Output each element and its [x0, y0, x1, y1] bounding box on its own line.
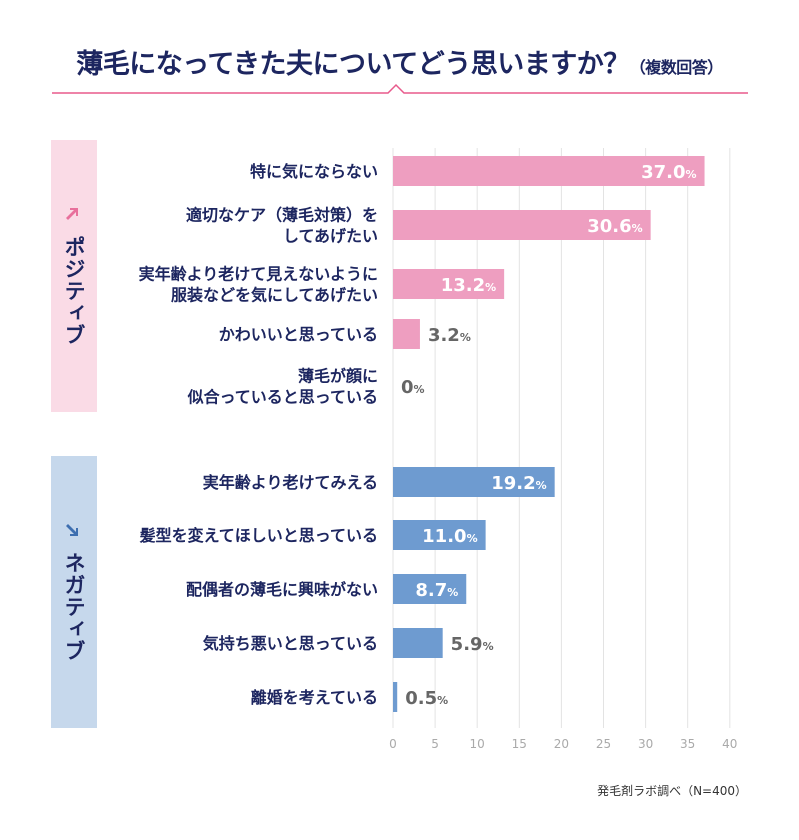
bar-1-0 [393, 467, 555, 497]
category-label: 配偶者の薄毛に興味がない [186, 580, 378, 599]
source-note: 発毛剤ラボ調べ（N=400） [597, 784, 747, 798]
group-label-0: ポジティブ [62, 235, 86, 346]
value-label: 19.2% [491, 473, 546, 494]
bar-1-1 [393, 520, 486, 550]
value-label: 11.0% [422, 526, 477, 547]
chart-title-main: 薄毛になってきた夫についてどう思いますか？ [76, 49, 630, 80]
down-right-arrow-icon-shape [66, 524, 78, 536]
x-tick-label: 25 [596, 737, 611, 751]
category-label: 髪型を変えてほしいと思っている [139, 526, 378, 545]
group-label-1: ネガティブ [62, 552, 86, 662]
value-label: 30.6% [587, 216, 642, 237]
bar-1-3 [393, 628, 443, 658]
down-right-arrow-icon [66, 524, 78, 536]
bar-0-2 [393, 269, 505, 299]
value-label: 3.2% [428, 325, 471, 346]
group-panel-1 [51, 456, 97, 728]
bar-0-1 [393, 210, 651, 240]
category-label: 服装などを気にしてあげたい [171, 286, 378, 305]
x-tick-label: 40 [722, 737, 737, 751]
title-underline [52, 83, 748, 94]
value-label: 0.5% [405, 688, 448, 709]
group-panel-0 [51, 140, 97, 412]
value-label: 0% [401, 377, 425, 398]
bar-0-3 [393, 319, 420, 349]
x-tick-label: 0 [389, 737, 397, 751]
value-label: 37.0% [641, 162, 696, 183]
bar-0-0 [393, 156, 705, 186]
category-label: 気持ち悪いと思っている [203, 634, 378, 653]
x-tick-label: 35 [680, 737, 695, 751]
category-label: 似合っていると思っている [187, 388, 378, 407]
category-label: してあげたい [283, 227, 378, 246]
bar-1-4 [393, 682, 398, 712]
category-label: 適切なケア（薄毛対策）を [186, 206, 378, 225]
category-label: 実年齢より老けてみえる [203, 473, 378, 492]
x-tick-label: 20 [554, 737, 569, 751]
category-label: 薄毛が顔に [298, 367, 378, 386]
x-tick-label: 10 [470, 737, 485, 751]
category-label: 特に気にならない [250, 162, 378, 181]
x-tick-label: 15 [512, 737, 527, 751]
up-right-arrow-icon-shape [66, 208, 78, 220]
up-right-arrow-icon [66, 208, 78, 220]
x-tick-label: 30 [638, 737, 653, 751]
chart-title: 薄毛になってきた夫についてどう思いますか？（複数回答） [0, 42, 799, 81]
category-label: かわいいと思っている [219, 325, 378, 344]
value-label: 13.2% [441, 275, 496, 296]
bar-1-2 [393, 574, 467, 604]
category-label: 実年齢より老けて見えないように [139, 265, 378, 284]
x-tick-label: 5 [431, 737, 439, 751]
value-label: 8.7% [415, 580, 458, 601]
chart-title-sub: （複数回答） [629, 58, 724, 77]
value-label: 5.9% [451, 634, 494, 655]
category-label: 離婚を考えている [251, 688, 378, 707]
